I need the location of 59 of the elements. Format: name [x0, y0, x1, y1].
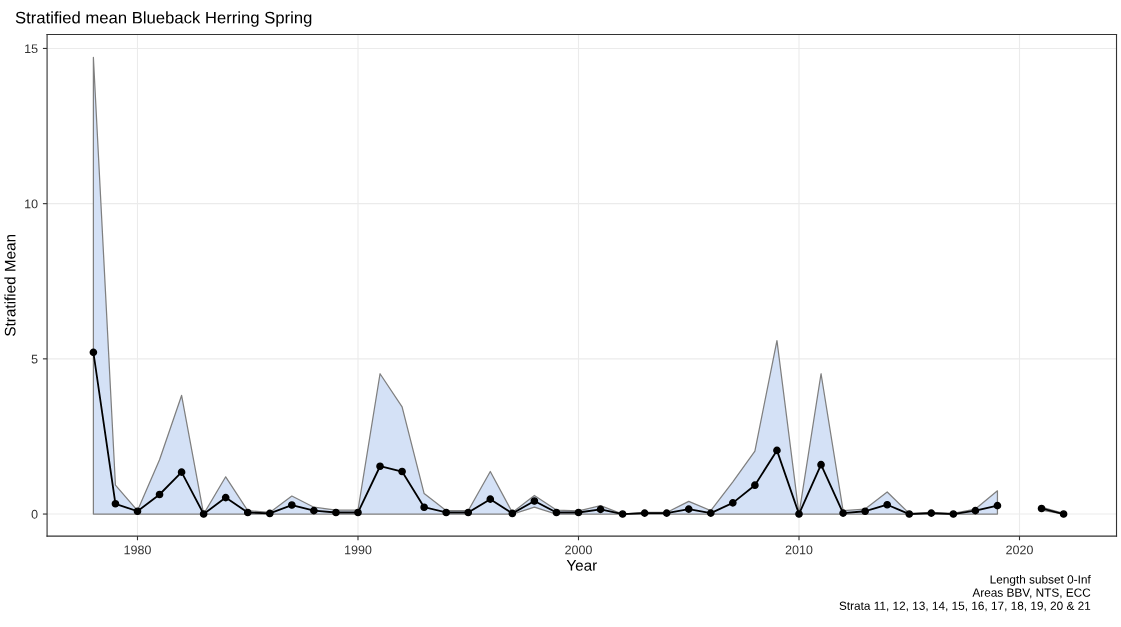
point — [817, 460, 825, 469]
point — [971, 506, 980, 515]
point — [596, 505, 605, 514]
point — [618, 510, 627, 518]
point — [1059, 510, 1068, 518]
point — [927, 509, 936, 517]
x-axis-title: Year — [566, 560, 597, 571]
point — [795, 510, 803, 518]
point — [464, 508, 473, 517]
point — [640, 509, 649, 517]
point — [905, 510, 914, 518]
y-tick-label: 10 — [25, 199, 38, 209]
point — [442, 508, 451, 517]
point — [684, 505, 693, 513]
point — [751, 481, 759, 490]
point — [133, 507, 142, 516]
point — [861, 507, 869, 516]
point — [288, 501, 296, 509]
point — [420, 503, 428, 512]
point — [993, 501, 1002, 510]
x-tick-label: 2020 — [1006, 545, 1033, 555]
point — [508, 509, 517, 518]
point — [773, 446, 781, 455]
point — [729, 499, 737, 507]
y-tick-label: 0 — [31, 509, 38, 519]
point — [530, 497, 539, 505]
text: Strata 11, 12, 13, 14, 15, 16, 17, 18, 19, 20 & 21 — [839, 601, 1091, 612]
point — [155, 490, 164, 499]
point — [354, 508, 362, 517]
point — [706, 509, 715, 517]
text: Length subset 0-Inf — [990, 574, 1091, 586]
point — [949, 510, 958, 518]
point — [199, 510, 208, 518]
text: Areas BBV, NTS, ECC — [972, 588, 1091, 599]
chart-title: Stratified mean Blueback Herring Spring — [15, 11, 312, 27]
y-tick-label: 5 — [31, 354, 38, 364]
point — [574, 508, 583, 517]
point — [111, 499, 120, 508]
point — [332, 508, 340, 517]
point — [243, 508, 252, 517]
point — [552, 508, 561, 517]
point — [1037, 504, 1046, 513]
point — [398, 467, 406, 476]
x-tick-label: 2010 — [785, 545, 813, 555]
point — [221, 493, 230, 502]
point — [883, 500, 892, 509]
point — [89, 348, 98, 357]
point — [839, 509, 847, 517]
x-tick-label: 1990 — [345, 545, 372, 555]
x-tick-label: 1980 — [124, 545, 151, 555]
y-axis-title: Stratified Mean — [4, 234, 16, 336]
point — [265, 509, 274, 518]
point — [177, 468, 186, 476]
y-tick-label: 15 — [25, 44, 38, 54]
point — [310, 506, 318, 515]
point — [662, 509, 671, 517]
point — [486, 495, 495, 503]
x-tick-label: 2000 — [565, 545, 592, 555]
point — [376, 462, 384, 471]
